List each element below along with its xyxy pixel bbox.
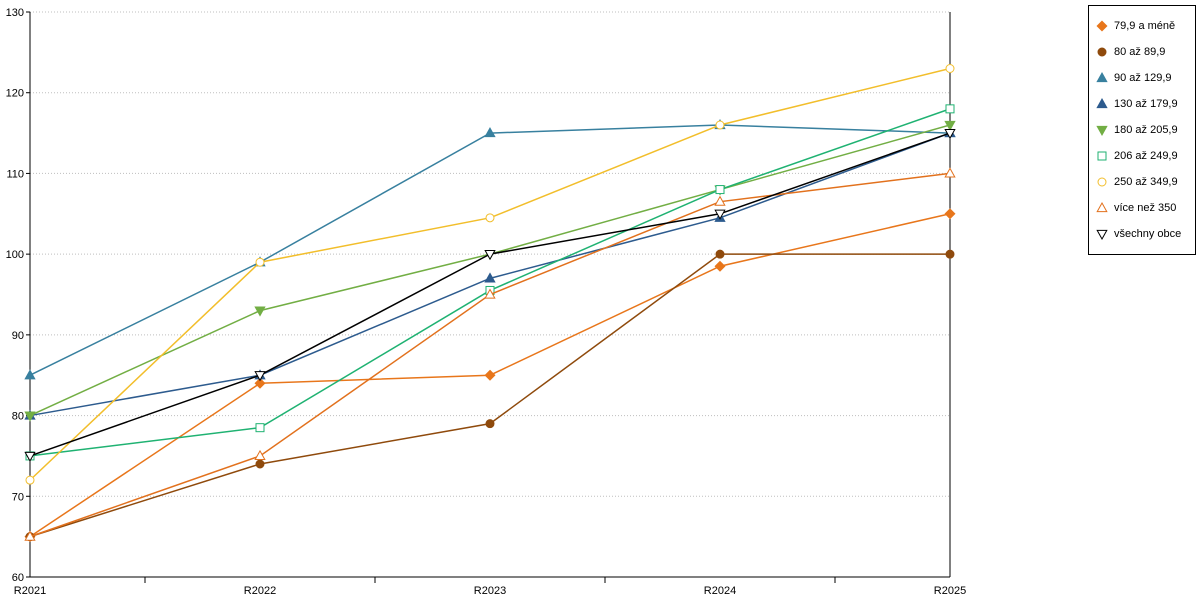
- legend-item: 206 až 249,9: [1095, 143, 1189, 169]
- y-tick-label: 90: [12, 330, 24, 342]
- series-marker-7: [485, 213, 495, 223]
- y-tick-label: 130: [6, 7, 24, 19]
- legend-item: všechny obce: [1095, 221, 1189, 247]
- series-line-8: [29, 172, 951, 538]
- triangle-down-marker-icon: [1096, 125, 1108, 137]
- series-marker-4: [484, 272, 496, 283]
- series-marker-8: [484, 288, 496, 299]
- legend-item: 130 až 179,9: [1095, 91, 1189, 117]
- series-marker-5: [24, 411, 36, 422]
- legend-marker: [1096, 97, 1108, 109]
- diamond-marker-icon: [1096, 20, 1108, 32]
- legend-marker: [1097, 151, 1107, 161]
- legend-label: všechny obce: [1114, 228, 1182, 240]
- series-marker-1: [484, 369, 496, 381]
- legend-marker: [1096, 201, 1108, 213]
- series-marker-2: [945, 249, 955, 259]
- legend-item: 90 až 129,9: [1095, 65, 1189, 91]
- legend-marker: [1096, 20, 1108, 32]
- series-marker-9: [24, 451, 36, 462]
- series-marker-2: [485, 419, 495, 429]
- series-marker-8: [944, 167, 956, 178]
- series-marker-1: [254, 377, 266, 389]
- y-tick-label: 60: [12, 572, 24, 584]
- legend-label: 180 až 205,9: [1114, 124, 1178, 136]
- series-marker-7: [25, 475, 35, 485]
- series-marker-6: [715, 185, 725, 195]
- series-marker-6: [945, 104, 955, 114]
- legend-item: 79,9 a méně: [1095, 13, 1189, 39]
- series-marker-7: [255, 257, 265, 267]
- triangle-up-marker-icon: [1096, 97, 1108, 109]
- circle-marker-icon: [1097, 47, 1107, 57]
- series-marker-5: [254, 306, 266, 317]
- series-marker-3: [484, 127, 496, 138]
- triangle-up-marker-icon: [1096, 71, 1108, 83]
- series-marker-1: [714, 260, 726, 272]
- y-tick-label: 70: [12, 491, 24, 503]
- series-marker-7: [715, 120, 725, 130]
- legend-marker: [1097, 47, 1107, 57]
- series-marker-8: [714, 195, 726, 206]
- legend-marker: [1096, 71, 1108, 83]
- y-tick-label: 80: [12, 411, 24, 423]
- series-marker-7: [945, 64, 955, 73]
- series-marker-9: [254, 371, 266, 382]
- legend-label: 79,9 a méně: [1114, 20, 1176, 32]
- triangle-up-marker-icon: [1096, 201, 1108, 213]
- legend-label: více než 350: [1114, 202, 1177, 214]
- x-tick-label: R2024: [704, 585, 736, 597]
- circle-marker-icon: [1097, 177, 1107, 187]
- x-tick-label: R2022: [244, 585, 276, 597]
- legend-label: 250 až 349,9: [1114, 176, 1178, 188]
- square-marker-icon: [1097, 151, 1107, 161]
- chart-legend: 79,9 a méně 80 až 89,9 90 až 129,9 130 až 1…: [1088, 5, 1196, 255]
- series-marker-8: [254, 449, 266, 461]
- series-marker-9: [484, 250, 496, 261]
- legend-item: více než 350: [1095, 195, 1189, 221]
- y-tick-label: 120: [6, 88, 24, 100]
- y-tick-label: 100: [6, 249, 24, 261]
- series-marker-9: [944, 128, 956, 140]
- triangle-down-marker-icon: [1096, 229, 1108, 241]
- legend-label: 130 až 179,9: [1114, 98, 1178, 110]
- legend-label: 80 až 89,9: [1114, 46, 1166, 58]
- legend-marker: [1096, 125, 1108, 137]
- series-marker-8: [24, 530, 36, 541]
- x-tick-label: R2023: [474, 585, 506, 597]
- y-tick-label: 110: [6, 168, 24, 180]
- series-marker-9: [714, 209, 726, 220]
- legend-label: 206 až 249,9: [1114, 150, 1178, 162]
- series-marker-6: [255, 423, 265, 433]
- series-marker-2: [255, 459, 265, 469]
- x-tick-label: R2025: [934, 585, 966, 597]
- legend-item: 80 až 89,9: [1095, 39, 1189, 65]
- series-marker-5: [944, 120, 956, 132]
- legend-marker: [1097, 177, 1107, 187]
- series-marker-2: [715, 249, 725, 259]
- legend-item: 250 až 349,9: [1095, 169, 1189, 195]
- series-marker-3: [24, 369, 36, 380]
- legend-item: 180 až 205,9: [1095, 117, 1189, 143]
- legend-marker: [1096, 229, 1108, 241]
- x-tick-label: R2021: [14, 585, 46, 597]
- legend-label: 90 až 129,9: [1114, 72, 1172, 84]
- series-marker-1: [944, 208, 956, 220]
